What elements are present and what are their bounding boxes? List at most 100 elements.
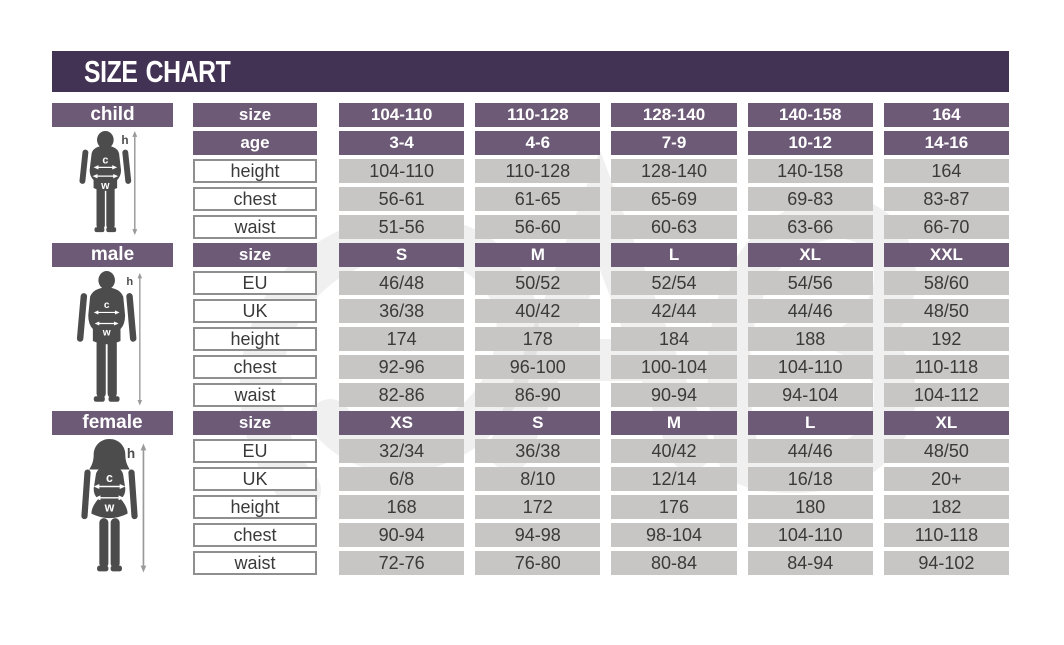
size-header-cell: XL	[883, 411, 1010, 435]
table-row: waist 51-56 56-60 60-63 63-66 66-70	[52, 215, 1010, 239]
value-cell: 104-110	[339, 159, 465, 183]
waist-arrow	[94, 495, 124, 501]
section-label-child: child	[52, 103, 173, 127]
row-label-waist: waist	[193, 215, 317, 239]
page-title: SIZE CHART	[84, 54, 231, 89]
value-cell: 84-94	[747, 551, 873, 575]
size-header-cell: 14-16	[883, 131, 1010, 155]
value-cell: 184	[611, 327, 737, 351]
value-cell: 168	[339, 495, 465, 519]
value-cell: 51-56	[339, 215, 465, 239]
size-header-cell: 110-128	[475, 103, 601, 127]
value-cell: 72-76	[339, 551, 465, 575]
value-cell: 40/42	[611, 439, 737, 463]
row-label-UK: UK	[193, 299, 317, 323]
height-letter: h	[127, 276, 134, 288]
value-cell: 104-112	[883, 383, 1010, 407]
height-arrow	[140, 443, 146, 573]
value-cell: 36/38	[339, 299, 465, 323]
value-cell: 48/50	[883, 439, 1010, 463]
value-cell: 60-63	[611, 215, 737, 239]
value-cell: 76-80	[475, 551, 601, 575]
size-header-cell: 7-9	[611, 131, 737, 155]
value-cell: 44/46	[747, 439, 873, 463]
value-cell: 104-110	[747, 355, 873, 379]
size-header-cell: M	[611, 411, 737, 435]
table-row: height 104-110 110-128 128-140 140-158 164	[52, 159, 1010, 183]
value-cell: 61-65	[475, 187, 601, 211]
table-row: female size XS S M L XL	[52, 411, 1010, 435]
value-cell: 36/38	[475, 439, 601, 463]
value-cell: 66-70	[883, 215, 1010, 239]
male-figure: h c w	[52, 271, 173, 411]
table-row: age 3-4 4-6 7-9 10-12 14-16	[52, 131, 1010, 155]
silhouette-shape	[79, 131, 132, 233]
table-row: chest 92-96 96-100 100-104 104-110 110-118	[52, 355, 1010, 379]
row-label-size: size	[193, 411, 317, 435]
child-silhouette-icon: h c w	[79, 131, 138, 236]
value-cell: 94-102	[883, 551, 1010, 575]
waist-arrow	[92, 174, 119, 179]
value-cell: 56-61	[339, 187, 465, 211]
value-cell: 180	[747, 495, 873, 519]
chest-letter: c	[104, 300, 110, 311]
value-cell: 90-94	[339, 523, 465, 547]
table-row: UK 36/38 40/42 42/44 44/46 48/50	[52, 299, 1010, 323]
chest-arrow	[94, 310, 120, 315]
chest-letter: c	[103, 154, 109, 166]
table-row: male size S M L XL XXL	[52, 243, 1010, 267]
value-cell: 12/14	[611, 467, 737, 491]
female-silhouette-icon: h c w	[80, 439, 146, 573]
chest-letter: c	[106, 471, 113, 485]
row-label-chest: chest	[193, 187, 317, 211]
size-header-cell: 10-12	[747, 131, 873, 155]
section-column: female	[52, 411, 173, 435]
size-header-cell: L	[747, 411, 873, 435]
size-header-cell: 164	[883, 103, 1010, 127]
section-column: male	[52, 243, 173, 267]
value-cell: 32/34	[339, 439, 465, 463]
value-cell: 63-66	[747, 215, 873, 239]
silhouette-shape	[80, 439, 138, 572]
value-cell: 44/46	[747, 299, 873, 323]
value-cell: 110-128	[475, 159, 601, 183]
female-figure: h c w	[52, 439, 173, 577]
row-label-chest: chest	[193, 355, 317, 379]
height-arrow	[137, 272, 143, 406]
waist-letter: w	[102, 327, 111, 338]
row-label-waist: waist	[193, 383, 317, 407]
value-cell: 128-140	[611, 159, 737, 183]
row-label-size: size	[193, 103, 317, 127]
height-letter: h	[126, 446, 134, 461]
table-row: waist 72-76 76-80 80-84 84-94 94-102	[52, 551, 1010, 575]
male-silhouette-icon: h c w	[77, 271, 143, 406]
value-cell: 96-100	[475, 355, 601, 379]
value-cell: 54/56	[747, 271, 873, 295]
row-label-EU: EU	[193, 439, 317, 463]
size-header-cell: XS	[339, 411, 465, 435]
value-cell: 20+	[883, 467, 1010, 491]
size-header-cell: XXL	[883, 243, 1010, 267]
value-cell: 188	[747, 327, 873, 351]
row-label-height: height	[193, 159, 317, 183]
value-cell: 8/10	[475, 467, 601, 491]
value-cell: 46/48	[339, 271, 465, 295]
value-cell: 176	[611, 495, 737, 519]
value-cell: 65-69	[611, 187, 737, 211]
row-label-chest: chest	[193, 523, 317, 547]
value-cell: 140-158	[747, 159, 873, 183]
section-column: child	[52, 103, 173, 127]
value-cell: 58/60	[883, 271, 1010, 295]
value-cell: 192	[883, 327, 1010, 351]
value-cell: 92-96	[339, 355, 465, 379]
value-cell: 172	[475, 495, 601, 519]
row-label-age: age	[193, 131, 317, 155]
chest-arrow	[93, 165, 118, 170]
table-row: EU 46/48 50/52 52/54 54/56 58/60	[52, 271, 1010, 295]
child-figure: h c w	[52, 131, 173, 239]
row-label-height: height	[193, 495, 317, 519]
value-cell: 82-86	[339, 383, 465, 407]
value-cell: 40/42	[475, 299, 601, 323]
size-header-cell: L	[611, 243, 737, 267]
table-rows: child size 104-110 110-128 128-140 140-158 164…	[52, 103, 1010, 575]
